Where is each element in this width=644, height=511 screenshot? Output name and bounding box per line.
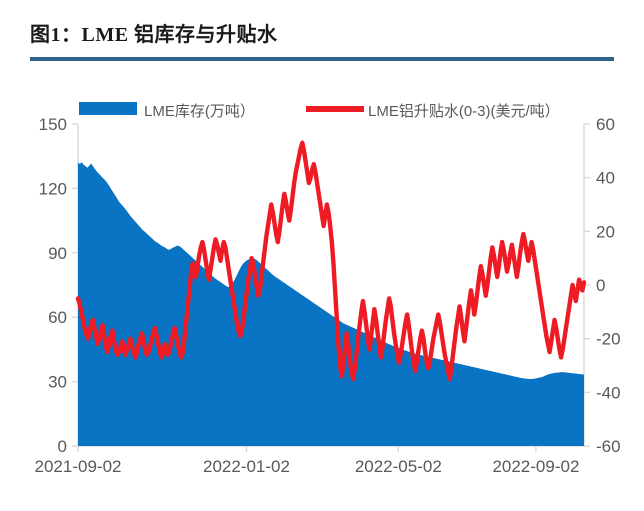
chart-series bbox=[75, 140, 587, 446]
left-axis-tick-label: 0 bbox=[58, 437, 67, 456]
left-axis-tick-label: 120 bbox=[39, 179, 67, 198]
x-axis-tick-label: 2022-05-02 bbox=[355, 457, 442, 476]
page-title: 图1：LME 铝库存与升贴水 bbox=[30, 24, 278, 46]
chart-tick-labels: 0 30 60 90 120 150 -60 -40 -20 0 20 40 60 2021-09-02 2… bbox=[35, 115, 621, 476]
right-axis-tick-label: -60 bbox=[596, 437, 621, 456]
left-axis-tick-label: 150 bbox=[39, 115, 67, 134]
right-axis-tick-label: -40 bbox=[596, 383, 621, 402]
legend-label-premium: LME铝升贴水(0-3)(美元/吨） bbox=[368, 103, 560, 120]
left-axis-tick-label: 90 bbox=[48, 244, 67, 263]
right-axis-tick-label: -20 bbox=[596, 330, 621, 349]
legend-swatch-inventory bbox=[79, 102, 137, 115]
right-axis-tick-label: 20 bbox=[596, 222, 615, 241]
right-axis-tick-label: 0 bbox=[596, 276, 605, 295]
chart-container: LME库存(万吨） LME铝升贴水(0-3)(美元/吨） 0 30 60 90 120 15… bbox=[0, 95, 644, 511]
right-axis-tick-label: 40 bbox=[596, 169, 615, 188]
premium-line-series bbox=[75, 140, 587, 382]
left-axis-tick-label: 60 bbox=[48, 308, 67, 327]
left-axis-tick-label: 30 bbox=[48, 373, 67, 392]
lme-aluminium-inventory-premium-chart: LME库存(万吨） LME铝升贴水(0-3)(美元/吨） 0 30 60 90 120 15… bbox=[35, 102, 621, 476]
x-axis-tick-label: 2022-01-02 bbox=[203, 457, 290, 476]
legend-label-inventory: LME库存(万吨） bbox=[144, 103, 255, 120]
x-axis-tick-label: 2021-09-02 bbox=[35, 457, 122, 476]
title-divider bbox=[30, 57, 614, 61]
x-axis-tick-label: 2022-09-02 bbox=[492, 457, 579, 476]
right-axis-tick-label: 60 bbox=[596, 115, 615, 134]
inventory-area-series bbox=[78, 162, 584, 446]
chart-legend: LME库存(万吨） LME铝升贴水(0-3)(美元/吨） bbox=[79, 102, 560, 120]
